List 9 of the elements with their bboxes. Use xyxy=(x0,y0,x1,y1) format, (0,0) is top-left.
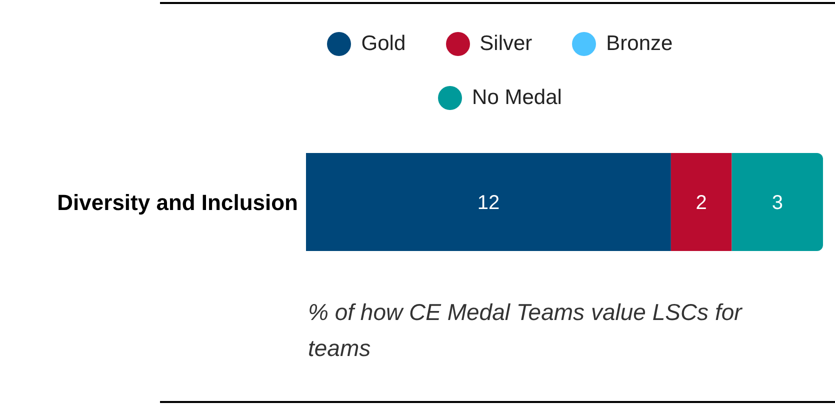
data-label: 12 xyxy=(477,192,500,214)
legend-label: Gold xyxy=(361,32,406,56)
y-tick-label: Diversity and Inclusion xyxy=(57,190,298,215)
data-label: 3 xyxy=(772,192,783,214)
data-label: 2 xyxy=(696,192,707,214)
legend-label: Bronze xyxy=(606,32,673,56)
legend-label: Silver xyxy=(480,32,532,56)
legend-label: No Medal xyxy=(472,86,562,110)
text: % of how CE Medal Teams value LSCs for teams xyxy=(308,298,744,363)
